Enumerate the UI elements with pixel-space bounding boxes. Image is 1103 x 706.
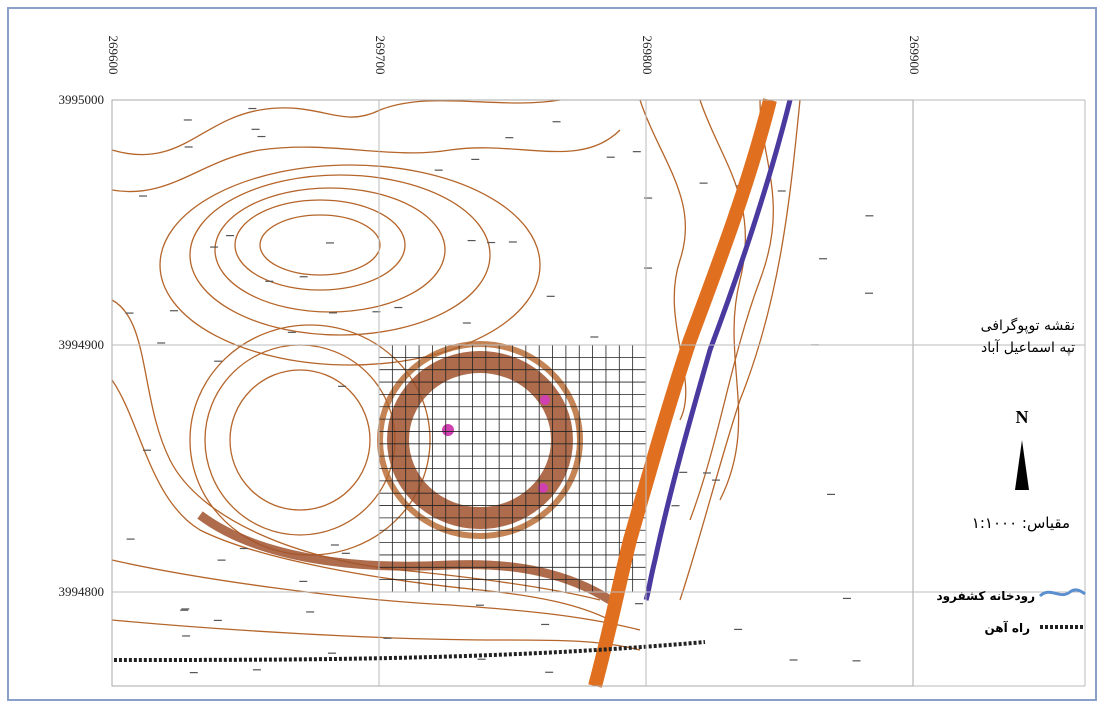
survey-grid: [378, 344, 646, 593]
legend-river-symbol: [1038, 588, 1086, 598]
coordinate-grid: [111, 99, 1086, 687]
y-coordinate: 3995000: [59, 92, 105, 107]
y-coordinate: 3994800: [59, 584, 105, 599]
map-title: نقشه توپوگرافی: [981, 317, 1075, 334]
x-coordinate: 269800: [640, 36, 655, 75]
north-arrow: [1015, 440, 1029, 490]
river: [643, 99, 793, 601]
map-subtitle: تپه اسماعیل آباد: [981, 339, 1075, 356]
x-coordinate: 269600: [106, 36, 121, 75]
x-coordinate: 269700: [373, 36, 388, 75]
y-coordinate: 3994900: [59, 337, 105, 352]
scale: مقیاس: ۱:۱۰۰۰: [972, 514, 1070, 532]
frame: [7, 7, 1097, 701]
north-label: N: [1016, 407, 1029, 427]
x-coordinate: 269900: [907, 36, 922, 75]
river-bank: [588, 98, 777, 688]
legend-river: رودخانه کشفرود: [936, 589, 1035, 604]
railway: [113, 640, 706, 662]
legend-railway: راه آهن: [984, 620, 1030, 635]
